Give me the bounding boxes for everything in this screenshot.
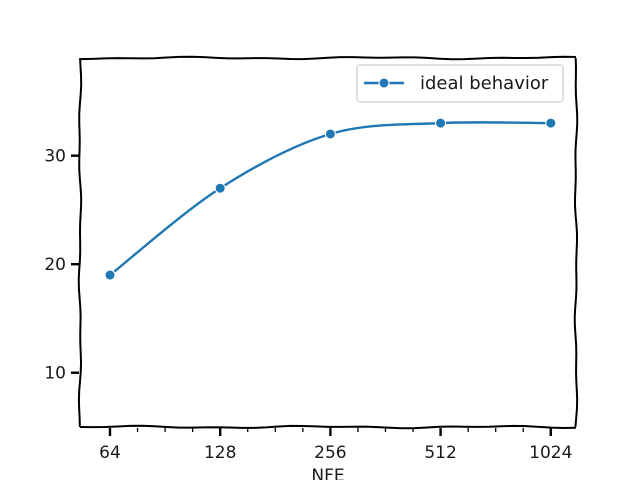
data-point [324,128,336,140]
y-tick-label: 20 [44,255,66,275]
data-point [545,117,557,129]
data-point [435,117,447,129]
series-line [109,121,551,277]
frame-left [77,57,83,428]
x-axis-ticks: 64 128 256 512 1024 [99,428,572,463]
x-tick-label: 256 [314,443,346,463]
frame-top [79,55,577,61]
x-tick-label: 1024 [529,443,572,463]
frame-right [573,57,579,428]
x-tick-label: 128 [204,443,236,463]
legend-marker [378,77,390,89]
data-point [214,182,226,194]
legend-label: ideal behavior [420,73,549,94]
y-axis-ticks: 10 20 30 [44,147,79,384]
x-tick-label: 512 [424,443,456,463]
legend-box [356,64,564,103]
frame-bottom [79,424,577,430]
y-tick-label: 30 [44,147,66,167]
legend: ideal behavior [356,64,564,103]
axes [77,55,579,430]
data-point [104,269,116,281]
x-tick-label: 64 [99,443,121,463]
y-tick-label: 10 [44,364,66,384]
series-group [104,117,557,281]
x-axis-label: NFE [311,466,344,480]
